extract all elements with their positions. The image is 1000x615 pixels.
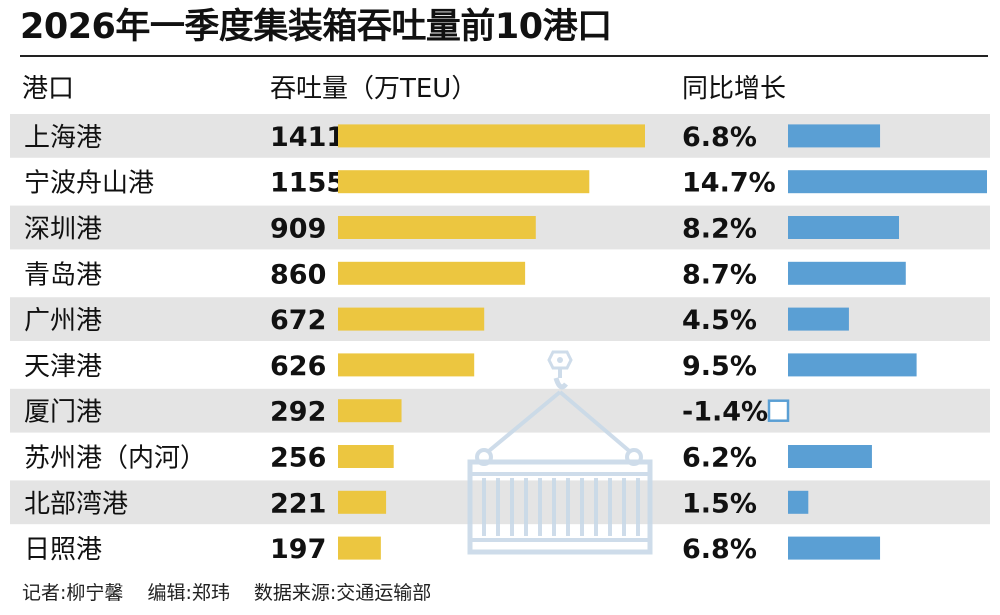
throughput-value: 626 [270, 351, 326, 382]
yoy-bars [767, 124, 987, 560]
throughput-bar [338, 261, 526, 285]
throughput-bars [338, 124, 645, 560]
footer-source: 数据来源:交通运输部 [253, 582, 432, 604]
yoy-value: 6.8% [682, 122, 757, 153]
throughput-value: 672 [270, 305, 326, 336]
port-label: 上海港 [24, 123, 102, 153]
throughput-bar [338, 124, 645, 148]
throughput-value: 256 [270, 443, 326, 474]
column-header-port: 港口 [22, 74, 75, 104]
footer-reporter: 记者:柳宁馨 [22, 582, 124, 604]
throughput-value: 1411 [270, 122, 345, 153]
port-label: 天津港 [24, 352, 102, 382]
throughput-values: 1411 1155 909 860 672 626 292 256 221 197 [270, 122, 345, 565]
yoy-bar [788, 216, 900, 239]
yoy-value: -1.4% [682, 397, 768, 428]
throughput-bar [338, 353, 475, 377]
throughput-bar [338, 536, 381, 560]
yoy-value: 8.2% [682, 214, 757, 245]
throughput-bar [338, 399, 402, 423]
yoy-value: 6.2% [682, 443, 757, 474]
throughput-value: 1155 [270, 168, 345, 199]
yoy-value: 4.5% [682, 305, 757, 336]
throughput-bar [338, 445, 394, 468]
footer: 记者:柳宁馨 编辑:郑玮 数据来源:交通运输部 [22, 580, 449, 606]
port-label: 广州港 [24, 306, 102, 336]
throughput-value: 197 [270, 534, 326, 565]
yoy-value: 8.7% [682, 259, 757, 290]
yoy-value: 14.7% [682, 168, 776, 199]
port-label: 厦门港 [24, 398, 102, 428]
yoy-values: 6.8% 14.7% 8.2% 8.7% 4.5% 9.5% -1.4% 6.2% 1.5% 6.… [682, 122, 776, 565]
yoy-bar [788, 536, 881, 560]
column-header-throughput: 吞吐量（万TEU） [270, 74, 478, 104]
port-label: 宁波舟山港 [24, 169, 154, 199]
yoy-bar [788, 170, 987, 194]
yoy-bar [788, 307, 849, 331]
yoy-bar [788, 445, 872, 468]
yoy-value: 9.5% [682, 351, 757, 382]
yoy-bar [788, 353, 917, 377]
port-label: 北部湾港 [24, 489, 128, 519]
throughput-value: 860 [270, 259, 326, 290]
chart-title: 2026年一季度集装箱吞吐量前10港口 [20, 7, 612, 47]
port-label: 日照港 [24, 535, 102, 565]
throughput-value: 292 [270, 397, 326, 428]
yoy-bar [788, 261, 906, 285]
throughput-value: 221 [270, 488, 326, 519]
throughput-bar [338, 170, 590, 194]
port-label: 苏州港（内河） [24, 444, 206, 474]
throughput-value: 909 [270, 214, 326, 245]
footer-editor: 编辑:郑玮 [147, 582, 230, 604]
yoy-value: 1.5% [682, 488, 757, 519]
throughput-bar [338, 307, 485, 331]
title-rule [20, 55, 988, 57]
throughput-bar [338, 216, 536, 239]
port-label: 深圳港 [24, 215, 102, 245]
yoy-bar [788, 490, 809, 514]
yoy-bar [788, 124, 881, 148]
column-header-yoy: 同比增长 [682, 74, 787, 104]
yoy-bar-negative [767, 399, 790, 422]
throughput-bar [338, 490, 387, 514]
container-crane-icon [467, 350, 653, 555]
port-label: 青岛港 [24, 260, 102, 290]
row-band [10, 388, 990, 433]
yoy-value: 6.8% [682, 534, 757, 565]
